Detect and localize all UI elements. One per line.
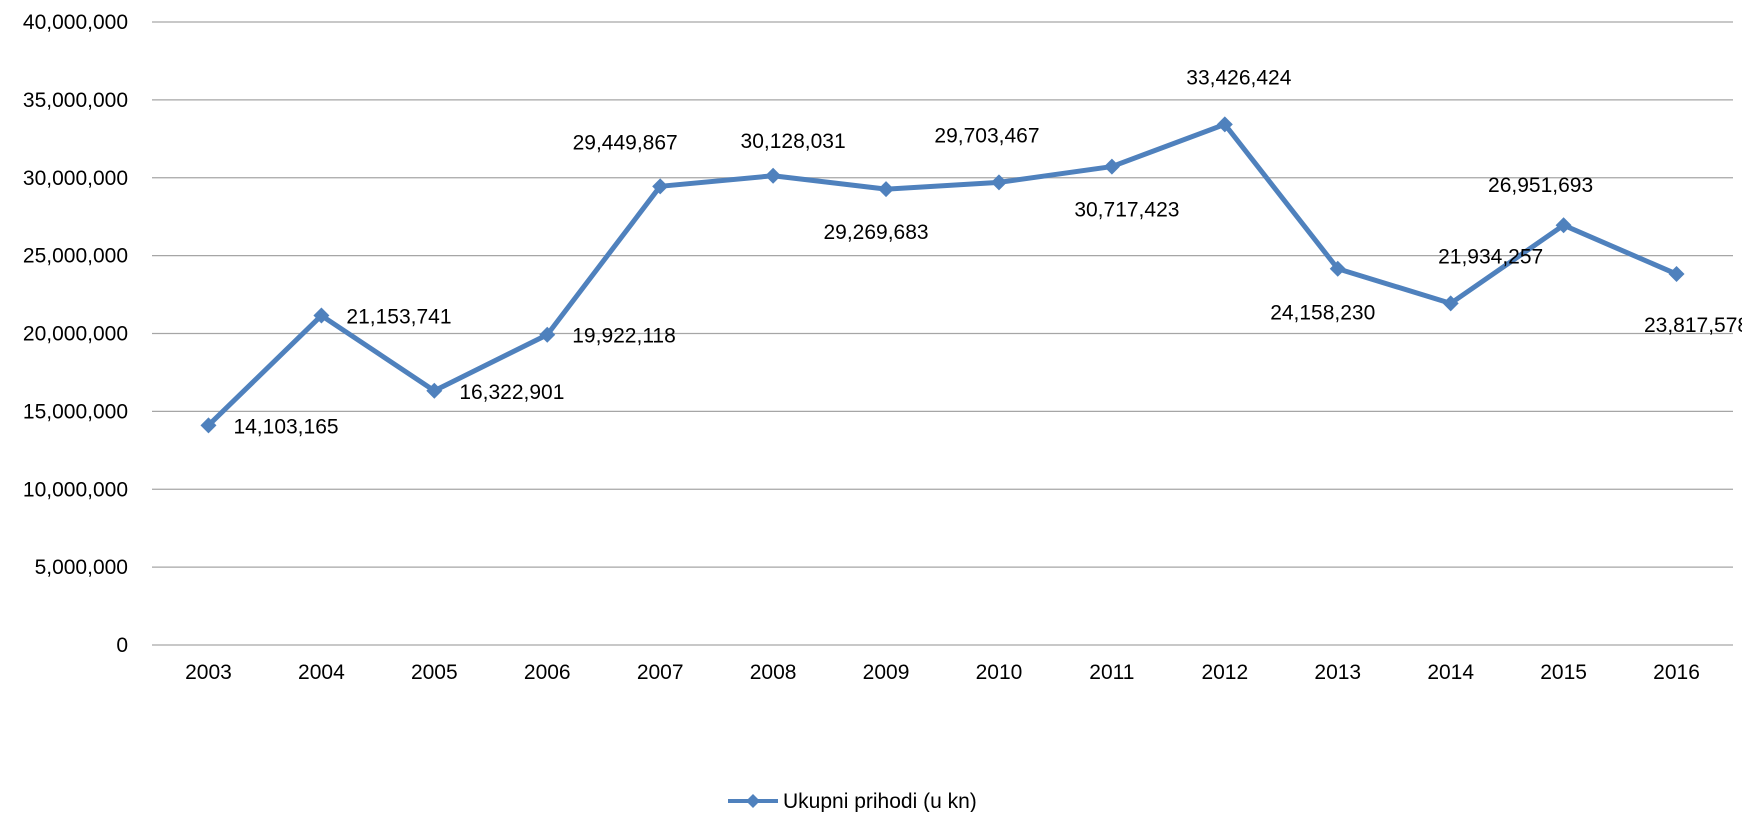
data-label: 19,922,118 (572, 325, 676, 348)
y-tick-label: 35,000,000 (23, 89, 128, 112)
data-point (1216, 116, 1233, 133)
data-labels: 14,103,165 21,153,741 16,322,901 19,922,118… (233, 66, 1742, 438)
y-tick-label: 0 (116, 634, 128, 657)
y-tick-label: 15,000,000 (23, 400, 128, 423)
data-point (1442, 295, 1459, 312)
x-tick-label: 2004 (298, 661, 345, 684)
data-point (1555, 217, 1572, 234)
x-tick-label: 2013 (1314, 661, 1361, 684)
data-point (1329, 260, 1346, 277)
data-label: 23,817,578 (1644, 314, 1742, 337)
data-point (878, 181, 895, 198)
data-label: 33,426,424 (1186, 66, 1291, 89)
data-point (1103, 158, 1120, 175)
data-label: 29,269,683 (823, 221, 928, 244)
data-point (990, 174, 1007, 191)
x-tick-label: 2009 (863, 661, 910, 684)
data-point (1668, 266, 1685, 283)
x-tick-label: 2014 (1427, 661, 1474, 684)
legend-label: Ukupni prihodi (u kn) (783, 790, 977, 812)
x-tick-label: 2012 (1201, 661, 1248, 684)
x-tick-label: 2015 (1540, 661, 1587, 684)
data-point (313, 307, 330, 324)
data-label: 26,951,693 (1488, 174, 1593, 197)
x-tick-label: 2003 (185, 661, 232, 684)
data-label: 30,717,423 (1074, 199, 1179, 222)
data-point (765, 167, 782, 184)
series-line (206, 121, 1678, 428)
data-point (652, 178, 669, 195)
data-label: 21,153,741 (346, 306, 451, 329)
x-tick-label: 2008 (750, 661, 797, 684)
data-label: 29,449,867 (573, 131, 678, 154)
data-point (426, 382, 443, 399)
y-tick-label: 20,000,000 (23, 323, 128, 346)
data-point (200, 417, 217, 434)
y-tick-label: 25,000,000 (23, 245, 128, 268)
legend: Ukupni prihodi (u kn) (728, 790, 977, 813)
x-tick-label: 2005 (411, 661, 458, 684)
data-label: 14,103,165 (233, 415, 338, 438)
legend-diamond-marker (746, 794, 760, 808)
data-label: 29,703,467 (934, 124, 1039, 147)
data-label: 16,322,901 (459, 381, 564, 404)
y-tick-label: 40,000,000 (23, 11, 128, 34)
y-tick-label: 5,000,000 (35, 556, 128, 579)
gridlines (152, 21, 1733, 646)
y-axis-ticks: 0 5,000,000 10,000,000 15,000,000 20,000,000… (23, 11, 128, 657)
x-tick-label: 2007 (637, 661, 684, 684)
x-axis-ticks: 2003 2004 2005 2006 2007 2008 2009 2010 2011 2012… (185, 661, 1700, 684)
data-point (539, 326, 556, 343)
x-tick-label: 2011 (1089, 661, 1134, 684)
x-tick-label: 2006 (524, 661, 571, 684)
data-label: 21,934,257 (1438, 245, 1543, 268)
y-tick-label: 30,000,000 (23, 167, 128, 190)
data-label: 30,128,031 (741, 130, 846, 153)
y-tick-label: 10,000,000 (23, 478, 128, 501)
series-group (200, 116, 1685, 434)
data-label: 24,158,230 (1270, 302, 1375, 325)
x-tick-label: 2010 (976, 661, 1023, 684)
x-tick-label: 2016 (1653, 661, 1700, 684)
